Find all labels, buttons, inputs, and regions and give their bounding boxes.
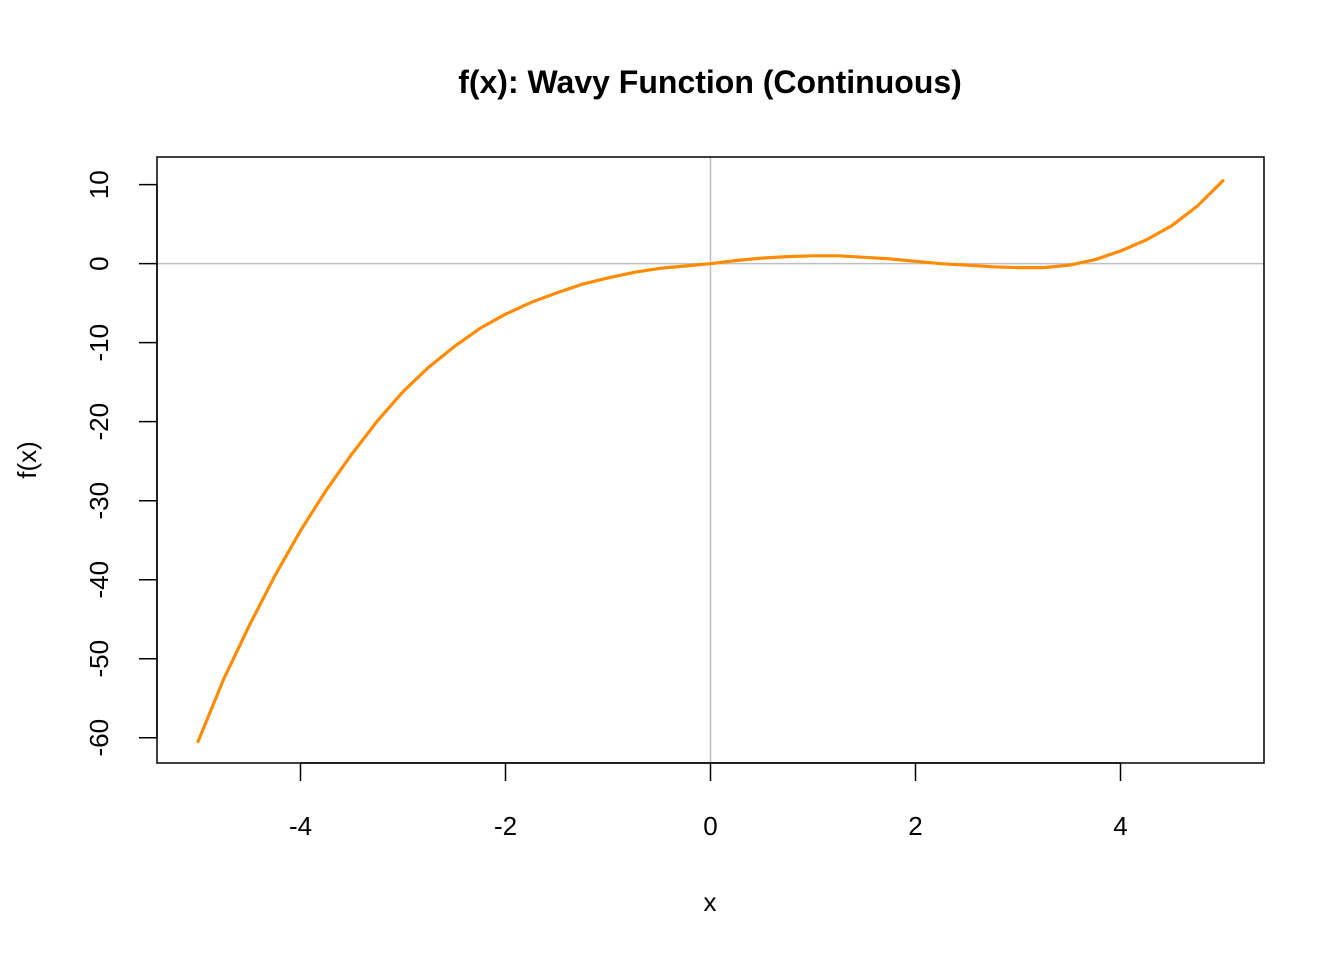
y-tick-label: -60 xyxy=(84,719,114,757)
x-tick-label: 4 xyxy=(1113,811,1127,841)
reference-lines xyxy=(157,157,1264,763)
chart-title: f(x): Wavy Function (Continuous) xyxy=(458,64,962,100)
y-axis: -60 -50 -40 -30 -20 -10 0 10 xyxy=(84,170,158,757)
x-tick-label: 2 xyxy=(908,811,922,841)
x-axis: -4 -2 0 2 4 xyxy=(289,762,1128,841)
x-tick-label: -4 xyxy=(289,811,312,841)
x-tick-label: -2 xyxy=(494,811,517,841)
y-tick-label: -20 xyxy=(84,403,114,441)
x-axis-label: x xyxy=(704,887,717,917)
y-tick-label: 10 xyxy=(84,170,114,199)
series-line-0 xyxy=(196,179,1225,744)
y-tick-label: -50 xyxy=(84,640,114,678)
x-tick-label: 0 xyxy=(703,811,717,841)
y-tick-label: -40 xyxy=(84,561,114,599)
y-tick-label: -30 xyxy=(84,482,114,520)
y-axis-label: f(x) xyxy=(12,441,42,479)
series-layer xyxy=(196,179,1225,744)
y-tick-label: -10 xyxy=(84,324,114,362)
y-tick-label: 0 xyxy=(84,256,114,270)
